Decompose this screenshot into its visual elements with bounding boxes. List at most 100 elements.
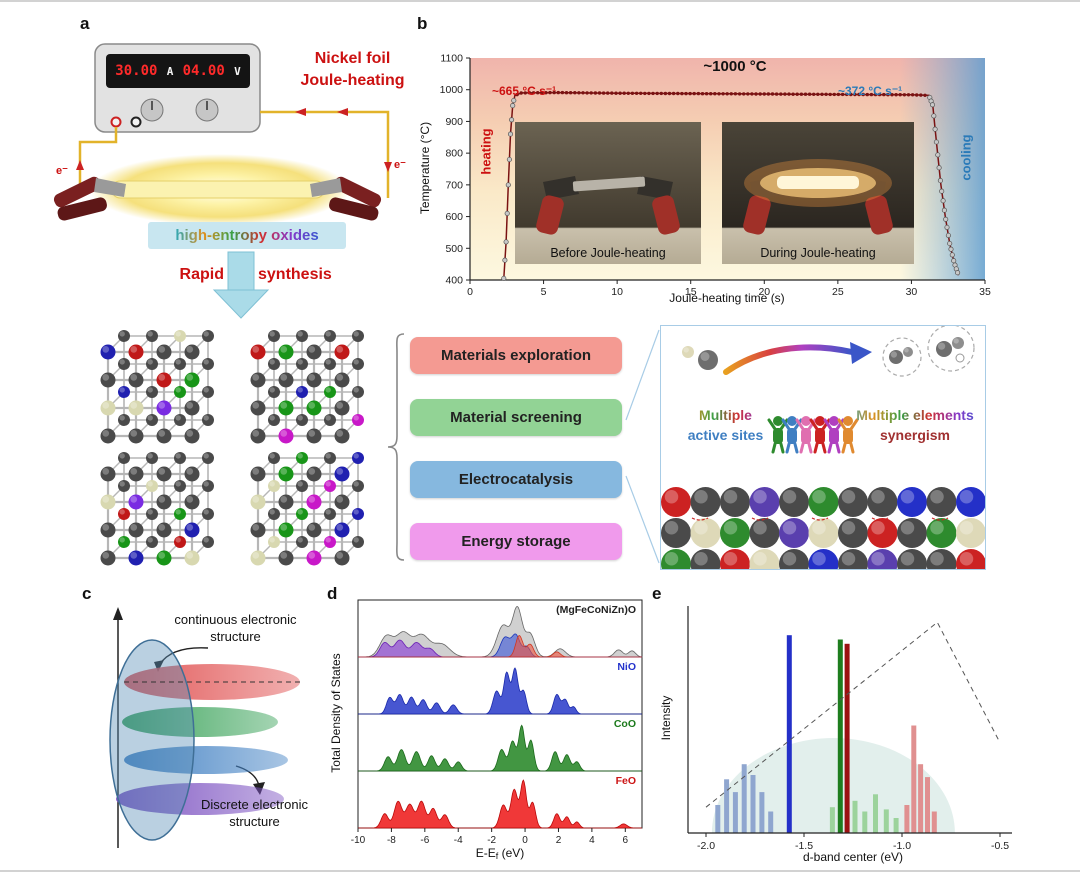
dband-bar	[837, 639, 843, 833]
svg-text:-6: -6	[420, 835, 429, 846]
cooling-label: cooling	[958, 134, 974, 181]
svg-text:-4: -4	[454, 835, 463, 846]
dos-curve	[358, 779, 642, 829]
brace	[387, 333, 405, 561]
svg-text:-0.5: -0.5	[991, 840, 1009, 852]
continuous-structure-label-1: continuous electronic	[174, 612, 297, 627]
electron-label-right: e⁻	[394, 159, 406, 171]
band-lobe	[124, 664, 300, 700]
svg-text:35: 35	[979, 286, 991, 298]
rapid-synthesis-arrow-icon	[212, 251, 270, 319]
panel-c-axis	[113, 607, 123, 848]
electron-arrow-icon	[76, 160, 84, 170]
electron-label-left: e⁻	[56, 165, 68, 177]
dband-bar	[768, 811, 774, 833]
panel-label-b: b	[417, 14, 428, 33]
svg-text:-10: -10	[351, 835, 366, 846]
svg-text:4: 4	[589, 835, 595, 846]
svg-text:-1.5: -1.5	[795, 840, 813, 852]
dband-bar	[931, 811, 937, 833]
clamp-handle	[865, 195, 893, 235]
box-materials-exploration[interactable]: Materials exploration	[410, 337, 622, 374]
nickel-foil-heading: Nickel foil	[314, 50, 391, 67]
svg-text:-2.0: -2.0	[697, 840, 715, 852]
dos-curve	[358, 667, 642, 715]
dband-bar	[844, 643, 850, 833]
power-supply-display: 30.00 A 04.00 V	[106, 54, 250, 88]
svg-text:0: 0	[467, 286, 473, 298]
d-xlabel: E-Ef (eV)	[475, 846, 525, 861]
clamp-jaw	[637, 176, 673, 200]
nickel-foil-strip	[572, 176, 646, 192]
heating-label: heating	[478, 128, 494, 175]
electronic-structure-lobes	[109, 639, 302, 841]
during-photo-graphic	[722, 122, 914, 264]
svg-text:5: 5	[541, 286, 547, 298]
joule-heated-foil	[90, 154, 350, 226]
current-unit: A	[166, 64, 174, 78]
discrete-structure-label-1: Discrete electronic	[201, 797, 308, 812]
svg-text:-1.0: -1.0	[893, 840, 911, 852]
dashed-circle-icon	[882, 337, 922, 377]
current-arrow-icon	[295, 108, 306, 116]
dband-bar	[904, 805, 910, 833]
dband-bar	[918, 764, 924, 833]
svg-text:10: 10	[611, 286, 623, 298]
synthesis-label: synthesis	[258, 266, 332, 283]
dband-dome	[711, 738, 955, 833]
box-energy-storage[interactable]: Energy storage	[410, 523, 622, 560]
band-lobe	[122, 707, 278, 737]
band-lobe	[124, 746, 288, 774]
oxide-lattice-3	[100, 452, 214, 566]
curved-arrowhead-icon	[154, 660, 164, 672]
current-arrow-icon	[337, 108, 348, 116]
dos-chart: (MgFeCoNiZn)O NiO CoO FeO -10 -8 -6 -4 -2 0 2 4 6	[351, 599, 643, 846]
synergy-rainbow-arrow	[723, 344, 855, 375]
dband-bar	[829, 807, 835, 833]
current-value: 30.00	[115, 63, 158, 79]
dband-bar	[732, 792, 738, 833]
svg-text:2: 2	[556, 835, 562, 846]
voltage-value: 04.00	[182, 63, 225, 79]
cooling-rate-label: ~372 °C s⁻¹	[838, 84, 903, 98]
dband-bar	[786, 635, 792, 833]
box-electrocatalysis[interactable]: Electrocatalysis	[410, 461, 622, 498]
heating-rate-label: ~665 °C s⁻¹	[492, 84, 557, 98]
svg-text:(MgFeCoNiZn)O: (MgFeCoNiZn)O	[556, 604, 636, 616]
clamp-jaw	[543, 176, 579, 200]
e-ylabel: Intensity	[659, 695, 673, 741]
dband-bar	[852, 800, 858, 834]
top-rule	[0, 0, 1080, 2]
b-ylabel: Temperature (°C)	[418, 121, 432, 215]
synergy-panel-graphics	[661, 326, 985, 569]
person-icon	[823, 416, 845, 454]
connector-line-top	[625, 329, 660, 421]
svg-text:30: 30	[906, 286, 918, 298]
svg-text:6: 6	[623, 835, 629, 846]
connector-line-bottom	[625, 475, 660, 564]
svg-text:500: 500	[445, 243, 463, 255]
clamp-handle	[536, 195, 564, 235]
svg-text:-8: -8	[387, 835, 396, 846]
panel-label-d: d	[327, 584, 338, 603]
inset-before-photo: Before Joule-heating	[515, 122, 701, 264]
dashed-circle-icon	[927, 326, 975, 372]
box-material-screening[interactable]: Material screening	[410, 399, 622, 436]
inset-before-label: Before Joule-heating	[550, 246, 666, 260]
high-entropy-oxides-badge: high-entropy oxides	[148, 222, 346, 249]
person-icon	[767, 416, 789, 454]
svg-text:400: 400	[445, 275, 463, 287]
dband-bar	[862, 811, 868, 833]
voltage-unit: V	[234, 64, 241, 78]
power-supply	[94, 43, 261, 133]
svg-text:FeO: FeO	[616, 775, 636, 787]
b-xlabel: Joule-heating time (s)	[669, 291, 785, 305]
dband-bar	[893, 818, 899, 834]
positive-terminal	[110, 116, 122, 128]
joule-heating-heading: Joule-heating	[300, 72, 405, 89]
svg-text:25: 25	[832, 286, 844, 298]
svg-text:NiO: NiO	[617, 661, 636, 673]
electron-arrow-icon	[384, 162, 392, 172]
dos-curve	[358, 724, 642, 772]
oxide-lattice-2	[250, 330, 364, 444]
